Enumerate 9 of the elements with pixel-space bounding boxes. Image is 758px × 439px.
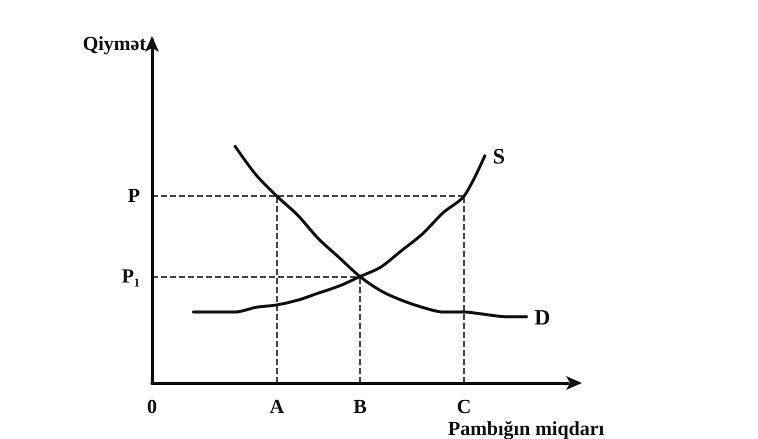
x-tick-label: B bbox=[353, 396, 367, 418]
series-label: S bbox=[492, 143, 506, 168]
y-axis-title: Qiymət bbox=[82, 33, 146, 55]
ref-line-label: P₁ bbox=[122, 266, 140, 288]
x-tick-label: C bbox=[456, 396, 472, 418]
ref-line-label: P bbox=[128, 185, 140, 208]
x-tick-label: 0 bbox=[147, 396, 157, 418]
series-label: D bbox=[534, 304, 550, 330]
x-tick-label: A bbox=[270, 396, 285, 418]
